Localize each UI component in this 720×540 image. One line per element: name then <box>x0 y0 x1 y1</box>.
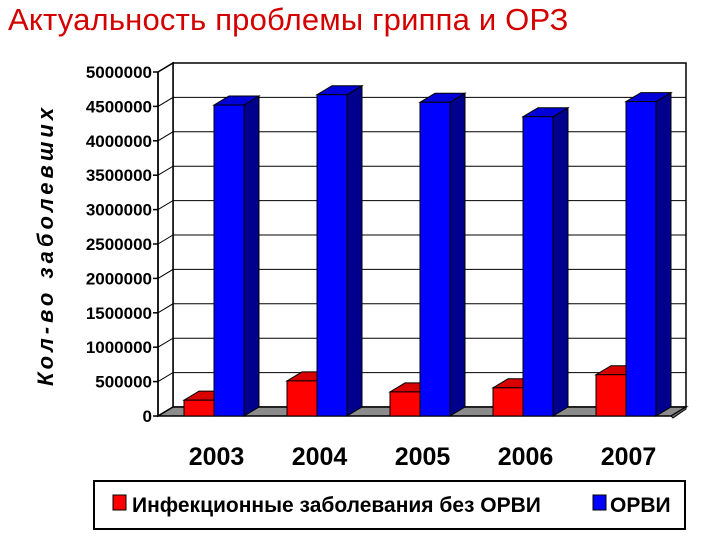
y-tick-label: 1000000 <box>86 338 152 357</box>
bar-front <box>522 116 554 417</box>
y-tick-label: 5000000 <box>86 63 152 82</box>
bar-front <box>625 101 657 417</box>
bar-front <box>213 104 245 417</box>
y-axis-label: Кол-во заболевших <box>33 104 58 386</box>
gridline <box>157 337 686 348</box>
x-category-label: 2006 <box>498 443 554 471</box>
x-category-label: 2007 <box>601 443 657 471</box>
bar-2005-orvi <box>418 92 467 417</box>
gridline <box>157 200 686 211</box>
bar-side <box>655 91 672 417</box>
legend: Инфекционные заболевания без ОРВИ ОРВИ <box>93 480 686 530</box>
bar-front <box>183 399 215 417</box>
gridline <box>157 131 686 142</box>
legend-item-infections: Инфекционные заболевания без ОРВИ <box>112 494 541 517</box>
x-category-label: 2003 <box>189 443 245 471</box>
bar-front <box>419 101 451 417</box>
bar-front <box>595 374 627 417</box>
bar-2004-orvi <box>315 84 364 417</box>
gridline <box>157 372 686 383</box>
gridline <box>157 303 686 314</box>
y-tick-label: 4000000 <box>86 132 152 151</box>
bar-front <box>492 387 524 417</box>
y-tick-label: 4500000 <box>86 97 152 116</box>
x-category-label: 2005 <box>395 443 451 471</box>
bar-2006-orvi <box>521 106 570 417</box>
y-tick-label: 2500000 <box>86 235 152 254</box>
bar-side <box>552 106 569 417</box>
bar-2007-orvi <box>624 91 673 417</box>
y-tick-label: 0 <box>143 407 152 426</box>
gridline <box>157 234 686 245</box>
bar-side <box>449 92 466 417</box>
y-tick-label: 500000 <box>95 373 152 392</box>
y-axis-ticks: 5000000450000040000003500000300000025000… <box>86 63 159 426</box>
bar-front <box>286 380 318 417</box>
floor-edge <box>670 406 687 419</box>
y-tick-label: 2000000 <box>86 269 152 288</box>
bar-2003-orvi <box>212 95 261 417</box>
x-axis-categories: 2003 2004 2005 2006 2007 <box>189 443 657 471</box>
y-tick-label: 3000000 <box>86 201 152 220</box>
legend-box <box>93 480 686 530</box>
gridline <box>157 96 686 107</box>
bar-side <box>243 95 260 417</box>
y-tick-label: 3500000 <box>86 166 152 185</box>
legend-item-orvi: ОРВИ <box>592 494 671 517</box>
gridline <box>157 62 686 73</box>
page-title: Актуальность проблемы гриппа и ОРЗ <box>8 2 569 37</box>
bar-side <box>346 84 363 417</box>
bar-front <box>316 94 348 417</box>
bar-front <box>389 391 421 417</box>
gridline <box>157 268 686 279</box>
legend-label-orvi: ОРВИ <box>610 494 671 517</box>
gridlines <box>157 62 686 383</box>
bars <box>182 84 673 417</box>
legend-label-infections: Инфекционные заболевания без ОРВИ <box>132 494 541 517</box>
x-category-label: 2004 <box>292 443 348 471</box>
y-tick-label: 1500000 <box>86 304 152 323</box>
legend-swatch-orvi <box>592 494 607 511</box>
gridline <box>157 165 686 176</box>
legend-swatch-infections <box>112 494 127 511</box>
